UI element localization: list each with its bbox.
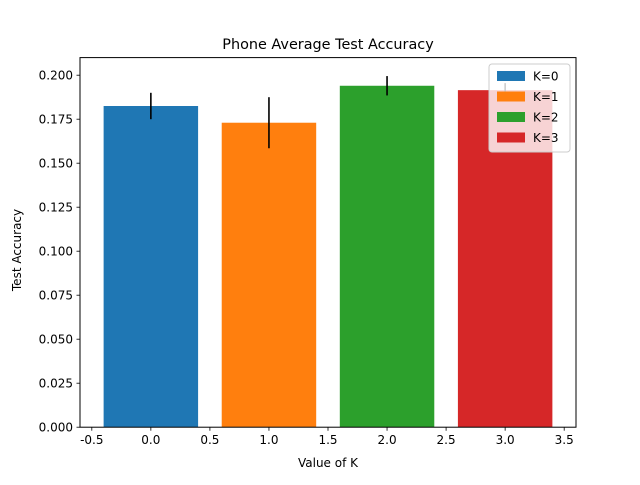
bar	[103, 106, 199, 428]
x-axis-label: Value of K	[298, 456, 359, 470]
legend-label: K=0	[533, 70, 559, 84]
y-axis-label: Test Accuracy	[10, 209, 24, 292]
y-tick-label: 0.075	[39, 288, 73, 302]
legend-swatch	[497, 112, 525, 122]
legend: K=0 K=1 K=2 K=3	[488, 63, 571, 153]
y-tick-label: 0.175	[39, 112, 73, 126]
x-tick-label: -0.5	[80, 433, 103, 447]
legend-swatch	[497, 71, 525, 81]
legend-swatch	[497, 132, 525, 143]
legend-label: K=1	[533, 90, 559, 104]
x-tick-label: 1.0	[259, 433, 278, 447]
x-tick-label: 3.5	[555, 433, 574, 447]
y-tick-label: 0.000	[39, 420, 73, 434]
x-tick-label: 2.0	[378, 433, 397, 447]
y-tick-label: 0.050	[39, 332, 73, 346]
bar	[221, 122, 317, 428]
chart-title: Phone Average Test Accuracy	[222, 37, 434, 53]
y-tick-label: 0.125	[39, 200, 73, 214]
x-tick-label: 2.5	[437, 433, 456, 447]
x-tick-label: 0.5	[200, 433, 219, 447]
bar	[339, 85, 435, 428]
y-tick-label: 0.200	[39, 68, 73, 82]
y-tick-label: 0.150	[39, 156, 73, 170]
legend-box	[488, 63, 571, 153]
legend-label: K=3	[533, 131, 559, 145]
y-tick-label: 0.100	[39, 244, 73, 258]
legend-label: K=2	[533, 111, 559, 125]
plot-frame	[79, 57, 577, 428]
x-tick-label: 3.0	[496, 433, 515, 447]
legend-swatch	[497, 91, 525, 102]
y-tick-label: 0.025	[39, 376, 73, 390]
axis-ticks: -0.5 0.0 0.5 1.0 1.5 2.0 2.5 3.0 3.5 0.000 0.025 0.…	[39, 68, 574, 447]
x-tick-label: 1.5	[318, 433, 337, 447]
x-tick-label: 0.0	[141, 433, 160, 447]
